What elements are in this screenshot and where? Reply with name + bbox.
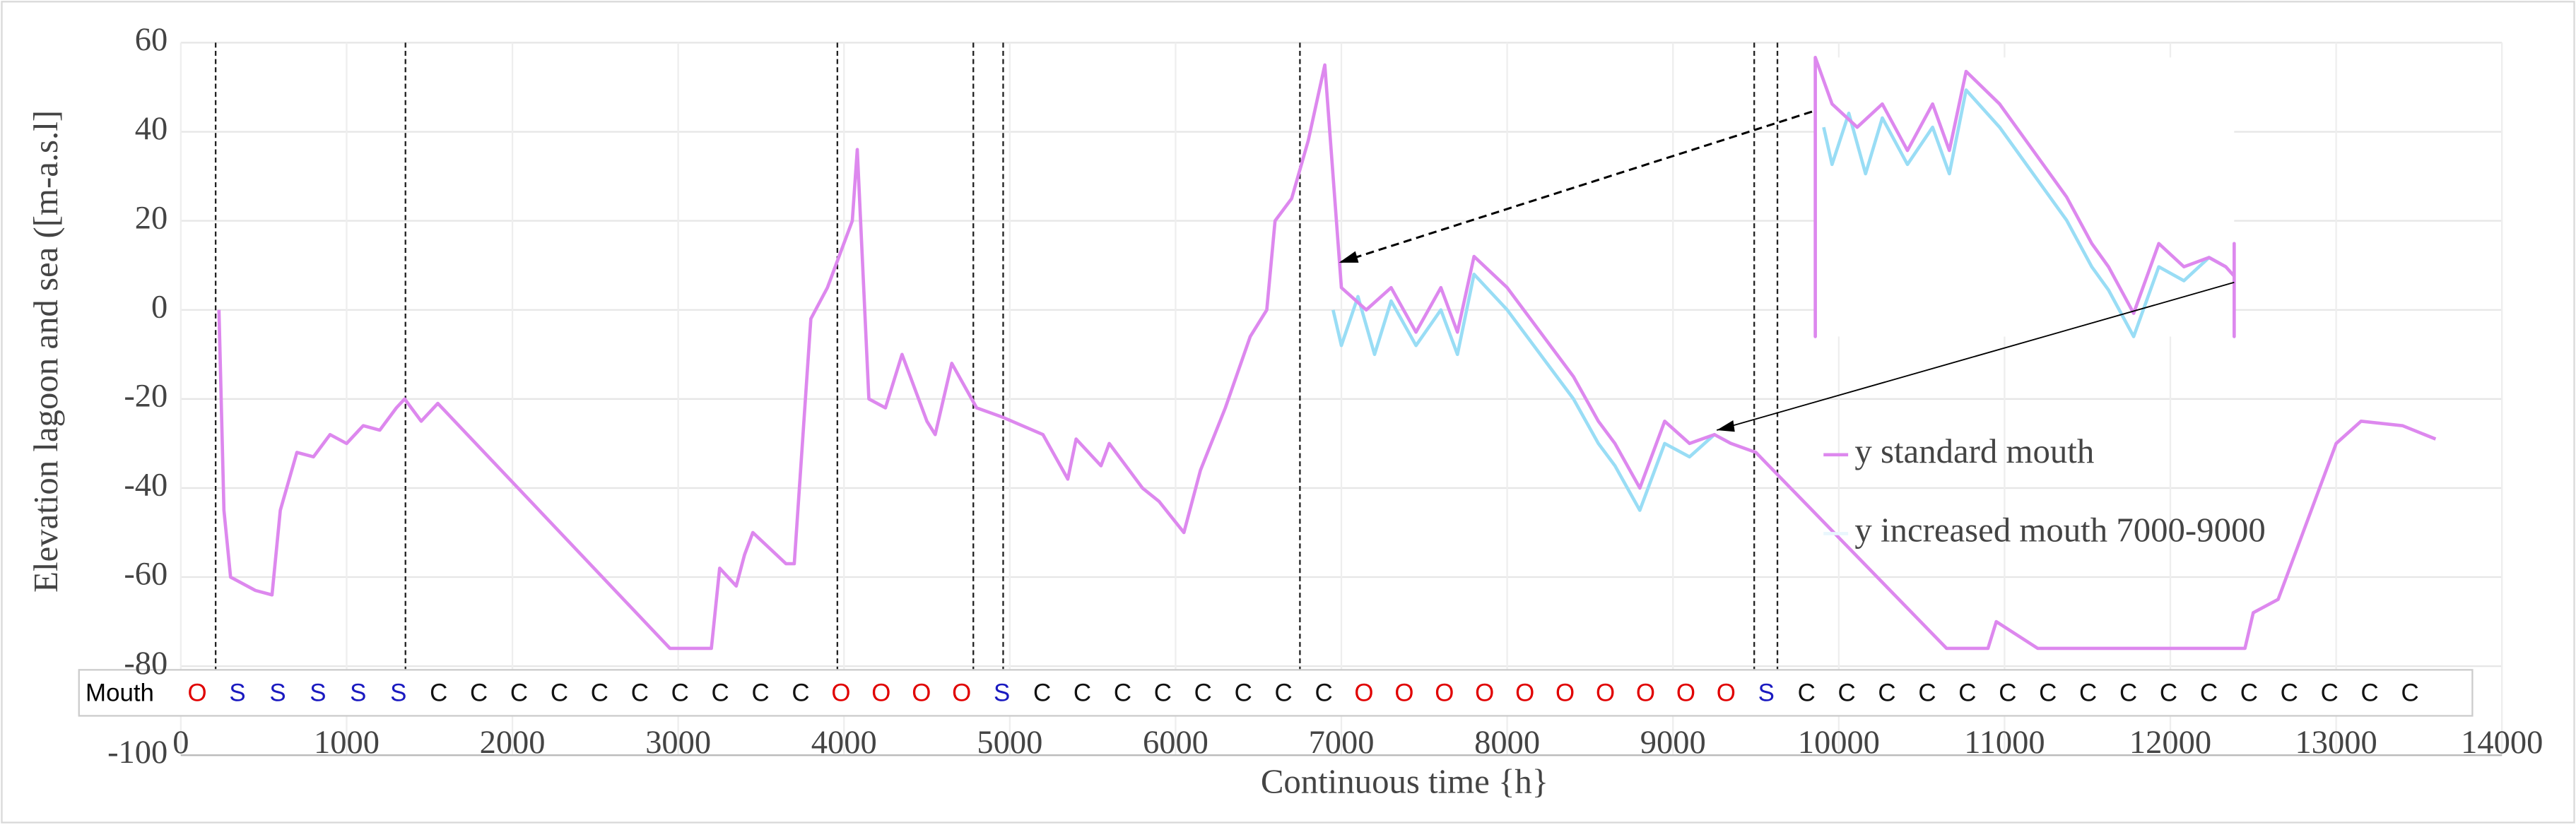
mouth-state: O xyxy=(1555,679,1575,706)
inset-line xyxy=(1813,56,2236,338)
mouth-state: S xyxy=(390,679,406,706)
series-line xyxy=(1331,272,1732,512)
mouth-state: C xyxy=(591,679,608,706)
x-tick-label: 0 xyxy=(172,725,189,761)
y-tick-label: 20 xyxy=(135,200,167,236)
legend-label: y standard mouth xyxy=(1854,432,2094,470)
mouth-state: O xyxy=(1676,679,1695,706)
mouth-state: C xyxy=(1958,679,1976,706)
y-tick-label: 0 xyxy=(151,289,167,325)
mouth-state: C xyxy=(470,679,488,706)
mouth-state: O xyxy=(1596,679,1615,706)
mouth-state: O xyxy=(1515,679,1534,706)
x-axis-label: Continuous time {h} xyxy=(1261,762,1548,800)
mouth-label: Mouth xyxy=(86,679,154,706)
mouth-state: C xyxy=(2401,679,2418,706)
mouth-state: C xyxy=(1194,679,1212,706)
mouth-state: C xyxy=(1074,679,1091,706)
mouth-state: C xyxy=(2079,679,2097,706)
x-tick-label: 9000 xyxy=(1640,725,1706,761)
mouth-state: C xyxy=(2321,679,2339,706)
mouth-state: C xyxy=(510,679,528,706)
arrow-head xyxy=(1339,251,1359,263)
mouth-state: C xyxy=(1798,679,1816,706)
mouth-state: S xyxy=(1758,679,1775,706)
mouth-state: C xyxy=(1114,679,1131,706)
mouth-state: O xyxy=(1394,679,1413,706)
y-tick-label: 40 xyxy=(135,111,167,147)
mouth-state: C xyxy=(2119,679,2137,706)
x-tick-label: 10000 xyxy=(1798,725,1880,761)
y-tick-label: -40 xyxy=(124,468,167,504)
mouth-state: O xyxy=(1354,679,1373,706)
mouth-state: O xyxy=(188,679,207,706)
mouth-state: O xyxy=(831,679,850,706)
x-tick-label: 5000 xyxy=(977,725,1042,761)
mouth-state: O xyxy=(1717,679,1736,706)
mouth-state: C xyxy=(2039,679,2057,706)
mouth-state: C xyxy=(751,679,769,706)
mouth-state: C xyxy=(1999,679,2016,706)
mouth-state: C xyxy=(631,679,649,706)
mouth-state: O xyxy=(1636,679,1655,706)
zoom-arrow xyxy=(1339,110,1813,264)
mouth-state: C xyxy=(2240,679,2258,706)
mouth-state: C xyxy=(1837,679,1855,706)
mouth-state: O xyxy=(912,679,931,706)
x-tick-label: 13000 xyxy=(2295,725,2377,761)
x-tick-label: 1000 xyxy=(314,725,380,761)
mouth-state: C xyxy=(1878,679,1895,706)
y-tick-label: -100 xyxy=(107,735,167,771)
mouth-state: C xyxy=(1315,679,1332,706)
x-tick-label: 3000 xyxy=(645,725,711,761)
series-line xyxy=(217,63,2437,651)
mouth-state: C xyxy=(1275,679,1293,706)
mouth-row xyxy=(78,669,2474,717)
x-tick-label: 11000 xyxy=(1964,725,2045,761)
mouth-state: C xyxy=(2200,679,2218,706)
x-tick-label: 12000 xyxy=(2129,725,2211,761)
arrow-head xyxy=(1717,420,1735,432)
x-tick-label: 14000 xyxy=(2461,725,2543,761)
mouth-state: C xyxy=(551,679,568,706)
mouth-state: C xyxy=(671,679,689,706)
x-tick-label: 8000 xyxy=(1474,725,1540,761)
x-tick-label: 2000 xyxy=(480,725,546,761)
mouth-state: C xyxy=(2281,679,2298,706)
mouth-state: O xyxy=(1475,679,1494,706)
mouth-state: C xyxy=(1235,679,1252,706)
legend-label: y increased mouth 7000-9000 xyxy=(1854,511,2265,550)
y-tick-label: -60 xyxy=(124,557,167,593)
mouth-state: C xyxy=(792,679,809,706)
inset-panel xyxy=(1815,57,2235,337)
x-tick-label: 7000 xyxy=(1309,725,1375,761)
mouth-state: O xyxy=(1435,679,1454,706)
x-tick-label: 6000 xyxy=(1143,725,1208,761)
mouth-state: O xyxy=(871,679,890,706)
zoom-arrow xyxy=(1716,281,2235,431)
inset-line xyxy=(1822,88,2227,338)
mouth-state: C xyxy=(1033,679,1051,706)
mouth-state: C xyxy=(712,679,729,706)
mouth-state: C xyxy=(2361,679,2379,706)
x-tick-label: 4000 xyxy=(811,725,877,761)
y-tick-label: 60 xyxy=(135,22,167,58)
mouth-state: O xyxy=(952,679,971,706)
mouth-state: S xyxy=(310,679,326,706)
mouth-state: S xyxy=(229,679,245,706)
mouth-state: C xyxy=(1918,679,1936,706)
mouth-state: C xyxy=(1154,679,1172,706)
mouth-state: C xyxy=(2160,679,2177,706)
mouth-state: S xyxy=(350,679,366,706)
mouth-state: S xyxy=(269,679,286,706)
y-tick-label: -80 xyxy=(124,646,167,682)
y-tick-label: -20 xyxy=(124,378,167,414)
y-axis-label: Elevation lagoon and sea ([m-a.s.l] xyxy=(27,110,65,593)
mouth-state: S xyxy=(994,679,1010,706)
mouth-state: C xyxy=(430,679,447,706)
